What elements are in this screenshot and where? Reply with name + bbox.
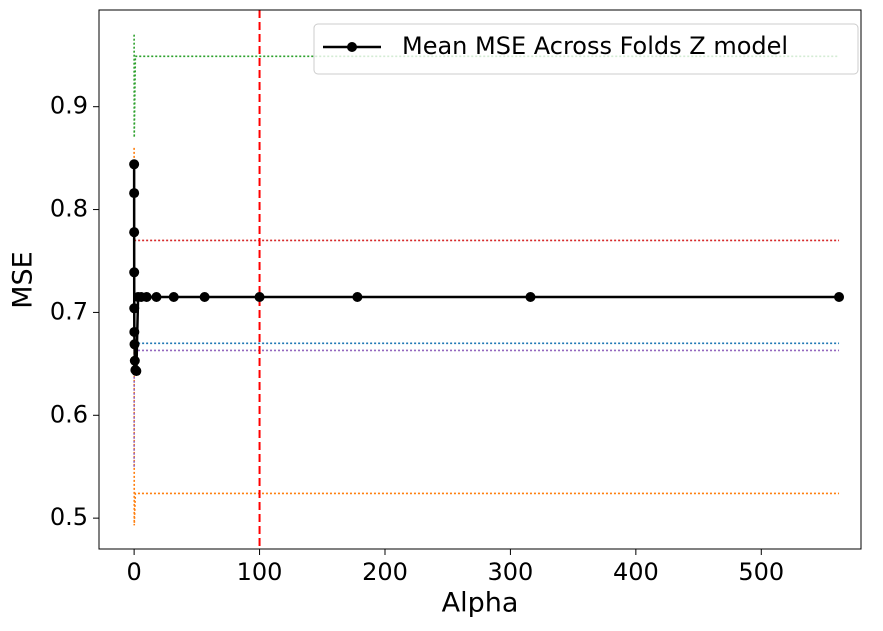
- marker: [129, 188, 140, 199]
- marker: [525, 291, 536, 302]
- y-tick-label: 0.8: [50, 195, 88, 223]
- x-tick-label: 500: [738, 558, 784, 586]
- marker: [129, 303, 140, 314]
- marker: [834, 291, 845, 302]
- legend-marker: [347, 42, 357, 52]
- y-tick-label: 0.9: [50, 92, 88, 120]
- marker: [352, 291, 363, 302]
- x-tick-label: 200: [362, 558, 408, 586]
- x-tick-label: 400: [613, 558, 659, 586]
- marker: [129, 159, 140, 170]
- y-tick-label: 0.7: [50, 297, 88, 325]
- fold-line: [133, 349, 840, 467]
- y-tick-label: 0.5: [50, 503, 88, 531]
- marker: [129, 326, 140, 337]
- marker: [129, 227, 140, 238]
- marker: [254, 291, 265, 302]
- fold-line: [133, 147, 840, 526]
- y-axis-label: MSE: [8, 251, 39, 309]
- x-axis-label: Alpha: [442, 588, 519, 619]
- marker: [129, 339, 140, 350]
- legend-box: [313, 23, 859, 75]
- x-tick-label: 100: [237, 558, 283, 586]
- marker: [151, 291, 162, 302]
- marker: [199, 291, 210, 302]
- y-tick-label: 0.6: [50, 400, 88, 428]
- plot-frame: [98, 9, 862, 550]
- marker: [129, 355, 140, 366]
- marker: [129, 267, 140, 278]
- legend-label: Mean MSE Across Folds Z model: [402, 32, 788, 60]
- marker: [131, 366, 142, 377]
- marker: [168, 291, 179, 302]
- marker: [141, 291, 152, 302]
- line: [132, 164, 840, 375]
- x-tick-label: 300: [488, 558, 534, 586]
- x-tick-label: 0: [126, 558, 141, 586]
